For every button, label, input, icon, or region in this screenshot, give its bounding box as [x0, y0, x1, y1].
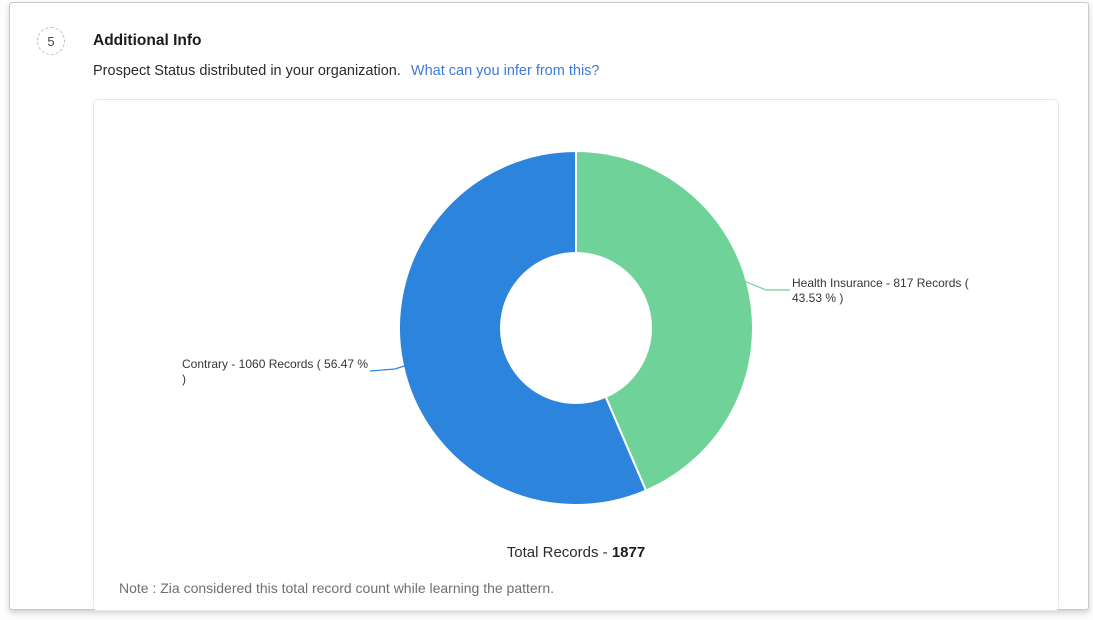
- step-number-badge: 5: [37, 27, 65, 55]
- total-records: Total Records - 1877: [94, 544, 1058, 561]
- total-records-value: 1877: [611, 544, 646, 561]
- donut-chart[interactable]: [94, 100, 1060, 612]
- total-records-label: Total Records -: [506, 544, 612, 561]
- chart-card: Contrary - 1060 Records ( 56.47 % ) Heal…: [93, 99, 1059, 611]
- slice-label-contrary: Contrary - 1060 Records ( 56.47 % ): [182, 357, 369, 386]
- leader-line-contrary: [369, 359, 424, 372]
- donut-segment-contrary[interactable]: [398, 149, 648, 506]
- note-text: Note : Zia considered this total record …: [119, 580, 555, 596]
- donut-segment-health-insurance[interactable]: [575, 149, 754, 492]
- slice-label-health-insurance: Health Insurance - 817 Records ( 43.53 %…: [792, 276, 969, 305]
- step-number: 5: [47, 33, 55, 49]
- section-title: Additional Info: [93, 32, 202, 49]
- additional-info-panel: 5 Additional Info Prospect Status distri…: [9, 2, 1089, 611]
- leader-line-health-insurance: [743, 280, 790, 291]
- infer-link[interactable]: What can you infer from this?: [410, 63, 600, 79]
- donut-segments[interactable]: [398, 149, 754, 506]
- section-subtitle-row: Prospect Status distributed in your orga…: [93, 63, 599, 79]
- subtitle-text: Prospect Status distributed in your orga…: [93, 63, 401, 79]
